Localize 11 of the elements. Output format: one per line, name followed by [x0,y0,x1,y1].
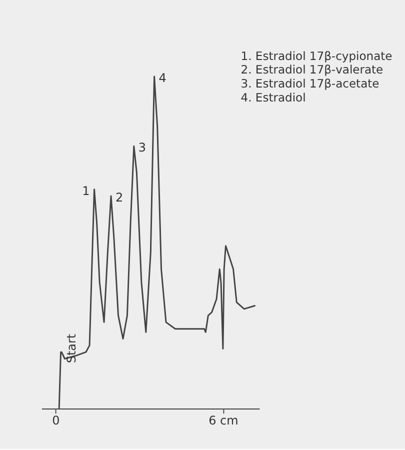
annotation: 2. Estradiol 17β-valerate [240,62,384,77]
annotation: 1 [82,184,90,198]
x-tick-label: 0 [52,414,60,428]
annotation: 4. Estradiol [240,90,306,104]
x-tick-label: 6 cm [208,414,238,428]
annotation: 2 [116,190,124,205]
annotation: 4 [158,70,166,85]
annotation: 3. Estradiol 17β-acetate [240,76,380,90]
annotation: Start [64,334,79,364]
annotation: 3 [138,140,146,155]
text: 1. Estradiol 17β-cypionate [240,48,392,63]
